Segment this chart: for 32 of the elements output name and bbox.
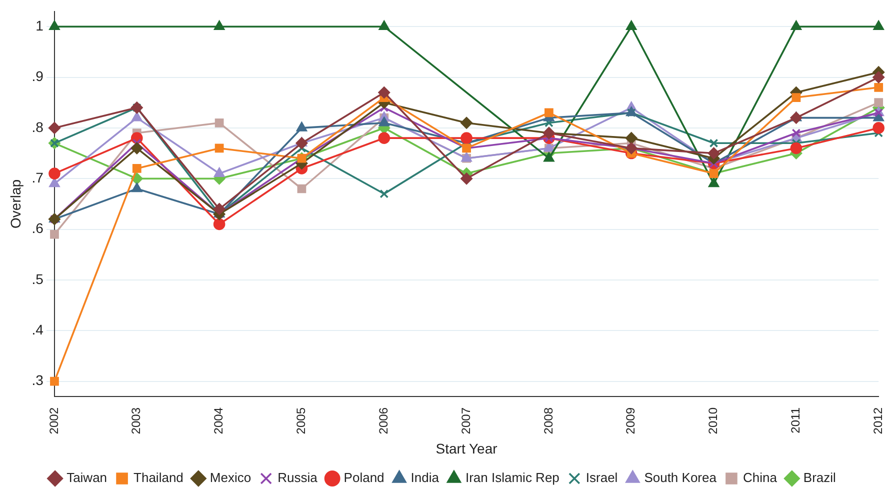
legend-label: Taiwan <box>66 470 108 486</box>
x-tick-label: 2012 <box>870 407 885 434</box>
legend-label: China <box>742 470 778 486</box>
legend-label: Russia <box>278 470 318 486</box>
legend-label: Iran Islamic Rep <box>465 470 560 486</box>
y-tick-label: .3 <box>32 372 44 388</box>
y-tick-label: .9 <box>32 68 44 84</box>
x-tick-label: 2009 <box>624 407 638 434</box>
legend-label: Thailand <box>134 470 184 486</box>
x-tick-label: 2011 <box>788 407 802 434</box>
legend-label: Brazil <box>803 470 836 486</box>
x-tick-label: 2004 <box>212 407 226 434</box>
legend-label: Mexico <box>210 470 252 486</box>
x-tick-label: 2008 <box>541 407 556 434</box>
x-axis-title: Start Year <box>436 440 498 456</box>
x-tick-label: 2003 <box>129 407 144 434</box>
y-tick-label: .7 <box>32 169 44 186</box>
x-tick-label: 2005 <box>294 407 308 434</box>
x-tick-label: 2002 <box>46 407 61 434</box>
y-tick-label: .6 <box>32 220 44 236</box>
legend-label: India <box>410 470 440 486</box>
legend-label: Israel <box>586 470 618 486</box>
y-tick-label: 1 <box>36 17 44 34</box>
x-tick-label: 2010 <box>706 407 720 434</box>
y-tick-label: .4 <box>32 321 44 338</box>
legend-label: South Korea <box>644 470 718 486</box>
legend-label: Poland <box>344 470 384 486</box>
y-tick-label: .8 <box>32 118 44 135</box>
y-tick-label: .5 <box>32 270 44 287</box>
x-tick-label: 2007 <box>458 407 473 434</box>
y-axis-title: Overlap <box>7 179 24 228</box>
x-tick-label: 2006 <box>376 407 390 434</box>
